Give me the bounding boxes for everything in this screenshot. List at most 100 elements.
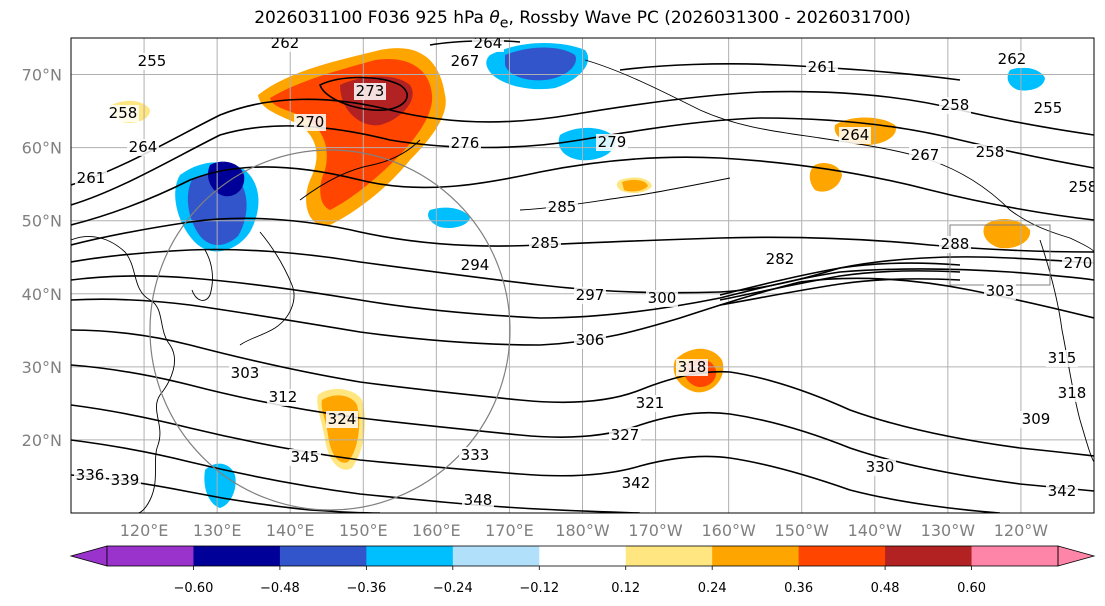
contour-label: 273 [356, 82, 385, 100]
anomaly-blob-orange-bc [983, 218, 1031, 249]
contour-jet-3 [719, 278, 961, 306]
anomaly-blob-medblue-arctic [505, 47, 576, 81]
contour-label-bg [107, 105, 139, 122]
longitude-label: 140°W [848, 521, 903, 540]
contour-label: 294 [461, 256, 490, 274]
longitude-label: 160°W [701, 521, 756, 540]
projection-boundary [149, 149, 511, 511]
contour-label: 300 [648, 289, 677, 307]
contour-label: 258 [109, 104, 138, 122]
contour-south-4 [71, 439, 641, 513]
contour-label-bg [1067, 179, 1094, 196]
contour-label-bg [620, 475, 652, 492]
contour-mid-2 [71, 248, 1094, 294]
contour-label: 285 [548, 198, 577, 216]
contour-label: 258 [976, 143, 1005, 161]
longitude-label: 130°W [921, 521, 976, 540]
latitude-label: 60°N [22, 139, 62, 158]
contour-label: 309 [1022, 410, 1051, 428]
colorbar-bin [798, 546, 886, 566]
contour-label-bg [996, 51, 1028, 68]
contour-label-bg [229, 365, 261, 382]
contour-label-bg [1046, 350, 1078, 367]
contour-label: 258 [941, 96, 970, 114]
contour-south-1 [71, 329, 1094, 457]
contour-label: 261 [77, 169, 106, 187]
contour-label-bg [646, 290, 678, 307]
contour-south-3 [71, 404, 1001, 513]
contour-label: 303 [986, 282, 1015, 300]
contour-label: 330 [866, 458, 895, 476]
contour-label: 339 [111, 471, 140, 489]
contour-label: 333 [461, 446, 490, 464]
contour-label: 264 [841, 126, 870, 144]
contour-label-bg [1062, 255, 1094, 272]
longitude-labels: 120°E 130°E 140°E 150°E 160°E 170°E 180°W 170°W… [120, 521, 1049, 540]
contour-label: 312 [269, 388, 298, 406]
latitude-label: 70°N [22, 66, 62, 85]
contour-jet-2 [719, 270, 961, 301]
contour-jet-1 [719, 262, 961, 296]
contour-label-bg [269, 38, 301, 52]
contour-label-bg [267, 389, 299, 406]
map-frame [70, 37, 1095, 514]
coastline-kamchatka [299, 139, 421, 201]
contour-north-3 [71, 156, 1094, 226]
colorbar-bin [625, 546, 713, 566]
colorbar-tick-label: −0.12 [519, 581, 559, 596]
longitude-label: 130°E [193, 521, 242, 540]
latitude-label: 30°N [22, 358, 62, 377]
contour-label-bg [596, 134, 628, 151]
colorbar-bin [971, 546, 1059, 566]
contour-label: 321 [636, 394, 665, 412]
longitude-label: 150°E [339, 521, 388, 540]
contour-label-bg [74, 467, 106, 484]
contour-label-bg [939, 97, 971, 114]
colorbar-frame [106, 545, 1059, 567]
latitude-label: 20°N [22, 431, 62, 450]
contour-label-bg [472, 38, 504, 52]
contour-label: 336 [76, 466, 105, 484]
contour-label-bg [609, 427, 641, 444]
contour-label: 282 [766, 250, 795, 268]
contour-label-bg [449, 53, 481, 70]
colorbar: −0.60 −0.48 −0.36 −0.24 −0.12 0.12 0.24 0.36 0.4… [69, 545, 1096, 596]
longitude-label: 170°E [485, 521, 534, 540]
contour-label-bg [634, 395, 666, 412]
page-title: 2026031100 F036 925 hPa θe, Rossby Wave … [254, 8, 911, 32]
contour-label: 306 [576, 331, 605, 349]
longitude-label: 120°E [120, 521, 169, 540]
latitude-label: 50°N [22, 212, 62, 231]
contour-label-bg [109, 472, 141, 489]
colorbar-bin [539, 546, 627, 566]
contour-label-bg [764, 251, 796, 268]
contour-label: 288 [941, 235, 970, 253]
contour-label: 267 [911, 146, 940, 164]
colorbar-tick-label: −0.24 [433, 581, 473, 596]
contour-label-bg [864, 459, 896, 476]
contour-label-bg [354, 83, 386, 100]
colorbar-bin [366, 546, 454, 566]
contour-label: 303 [231, 364, 260, 382]
coastlines [71, 59, 1094, 513]
contour-label-bg [574, 332, 606, 349]
coastline-japan [239, 231, 295, 346]
contour-arctic-3 [619, 63, 961, 81]
contour-label: 327 [611, 426, 640, 444]
contour-label: 342 [622, 474, 651, 492]
contour-label-bg [449, 135, 481, 152]
coastline-korea [191, 249, 213, 301]
longitude-label: 120°W [994, 521, 1049, 540]
contour-label-bg [136, 53, 168, 70]
coastline-alaska [584, 59, 1094, 253]
contour-label: 270 [1064, 254, 1093, 272]
contour-label: 255 [1034, 99, 1063, 117]
latitude-labels: 70°N 60°N 50°N 40°N 30°N 20°N [22, 66, 62, 450]
contour-label-bg [984, 283, 1016, 300]
coastline-asia [71, 236, 175, 513]
contour-label: 315 [1048, 349, 1077, 367]
contour-label: 261 [808, 58, 837, 76]
colorbar-bin [107, 546, 194, 566]
contour-label: 297 [576, 286, 605, 304]
